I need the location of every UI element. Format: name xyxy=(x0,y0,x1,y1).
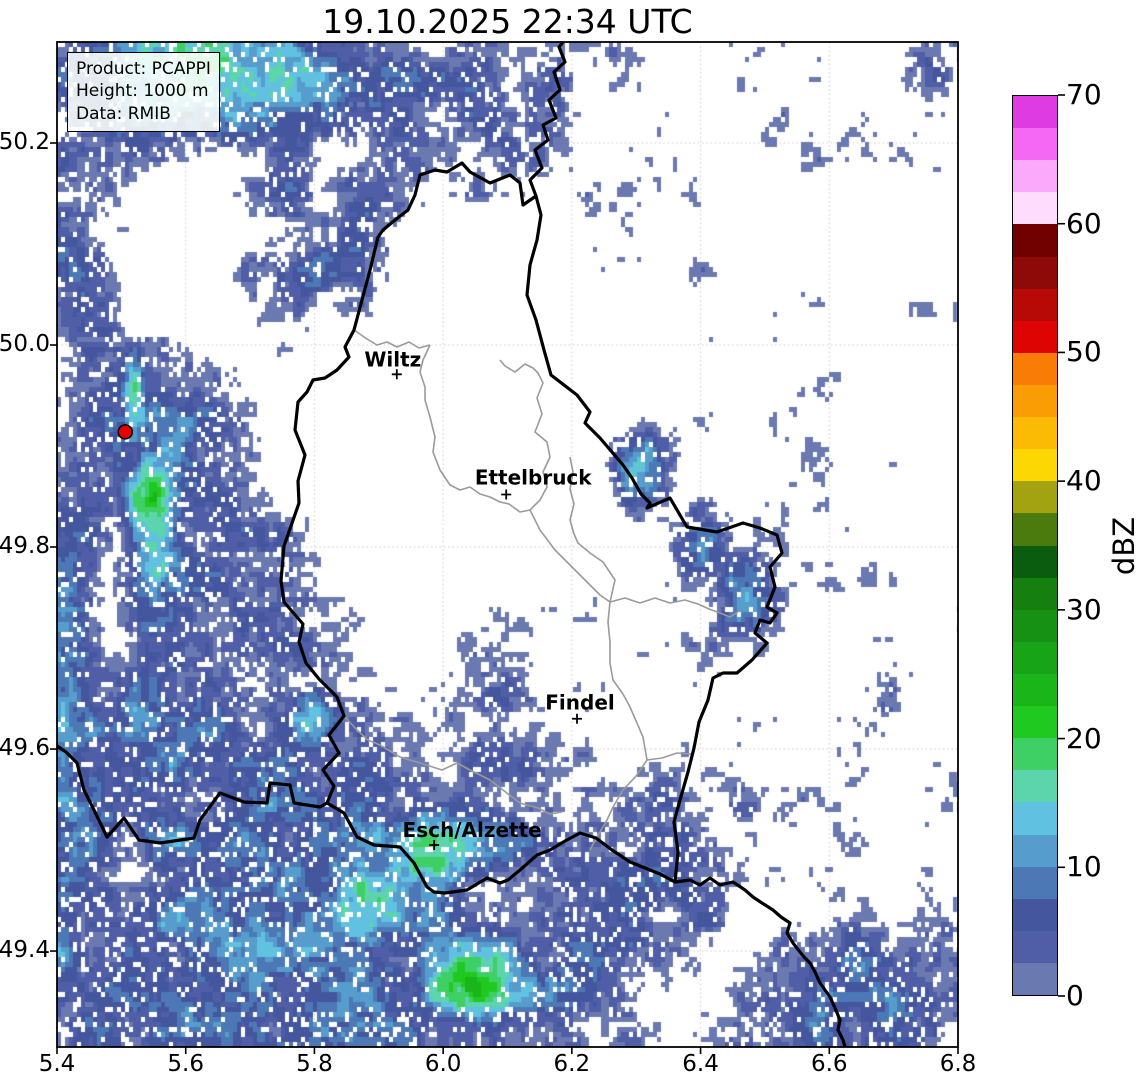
colorbar-segment xyxy=(1013,192,1057,225)
x-axis-tick-label: 6.8 xyxy=(939,1051,977,1077)
page-title: 19.10.2025 22:34 UTC xyxy=(322,2,693,41)
colorbar-tick-label: 0 xyxy=(1066,979,1084,1012)
colorbar-tick-label: 60 xyxy=(1066,206,1102,240)
product-info-line: Data: RMIB xyxy=(76,103,171,124)
colorbar-segment xyxy=(1013,962,1057,996)
x-axis-tick-label: 5.6 xyxy=(167,1051,204,1077)
colorbar-segment xyxy=(1013,384,1057,418)
colorbar-segment xyxy=(1013,513,1057,546)
colorbar-segment xyxy=(1013,738,1057,771)
colorbar-segment xyxy=(1013,288,1057,321)
colorbar-tick-label: 10 xyxy=(1066,850,1102,884)
colorbar-segment xyxy=(1013,96,1057,129)
colorbar-segment xyxy=(1013,577,1057,610)
product-info-box: Product: PCAPPI Height: 1000 m Data: RMI… xyxy=(67,52,220,133)
x-axis-tick-label: 5.4 xyxy=(38,1051,76,1077)
y-axis-tick-label: 49.8 xyxy=(0,533,50,560)
colorbar-segment xyxy=(1013,449,1057,482)
y-axis-tick-label: 50.0 xyxy=(0,331,50,357)
colorbar-axis-label: dBZ xyxy=(1107,516,1141,576)
x-axis-tick-label: 5.8 xyxy=(296,1051,333,1077)
x-axis-tick-label: 6.0 xyxy=(424,1051,462,1077)
x-axis-tick-label: 6.4 xyxy=(682,1051,719,1077)
colorbar-segment xyxy=(1013,128,1057,161)
colorbar-segment xyxy=(1013,770,1057,803)
product-info-line: Height: 1000 m xyxy=(76,81,209,102)
colorbar-tick-label: 40 xyxy=(1066,464,1102,498)
colorbar-segment xyxy=(1013,224,1057,257)
colorbar-segment xyxy=(1013,898,1057,931)
colorbar-segment xyxy=(1013,417,1057,450)
colorbar-segment xyxy=(1013,834,1057,867)
colorbar-tick-label: 30 xyxy=(1066,592,1102,626)
colorbar-segment xyxy=(1013,352,1057,385)
colorbar-segment xyxy=(1013,609,1057,642)
colorbar-tick-label: 20 xyxy=(1066,721,1102,755)
radar-reflectivity-image xyxy=(57,42,958,1047)
colorbar-segment xyxy=(1013,160,1057,193)
colorbar-segment xyxy=(1013,802,1057,835)
colorbar-tick-label: 70 xyxy=(1066,78,1102,111)
x-axis-tick-label: 6.6 xyxy=(810,1051,848,1077)
colorbar-segment xyxy=(1013,673,1057,707)
y-axis-tick-label: 49.6 xyxy=(0,735,50,762)
colorbar-segment xyxy=(1013,481,1057,514)
dbz-colorbar xyxy=(1012,95,1058,996)
colorbar-tick-label: 50 xyxy=(1066,335,1102,369)
colorbar-segment xyxy=(1013,706,1057,739)
colorbar-segment xyxy=(1013,641,1057,674)
colorbar-segment xyxy=(1013,320,1057,353)
y-axis-tick-label: 49.4 xyxy=(0,937,50,964)
colorbar-segment xyxy=(1013,866,1057,899)
colorbar-segment xyxy=(1013,256,1057,289)
colorbar-segment xyxy=(1013,545,1057,578)
colorbar-segment xyxy=(1013,930,1057,963)
y-axis-tick-label: 50.2 xyxy=(0,129,50,155)
x-axis-tick-label: 6.2 xyxy=(553,1051,591,1077)
product-info-line: Product: PCAPPI xyxy=(76,59,211,79)
